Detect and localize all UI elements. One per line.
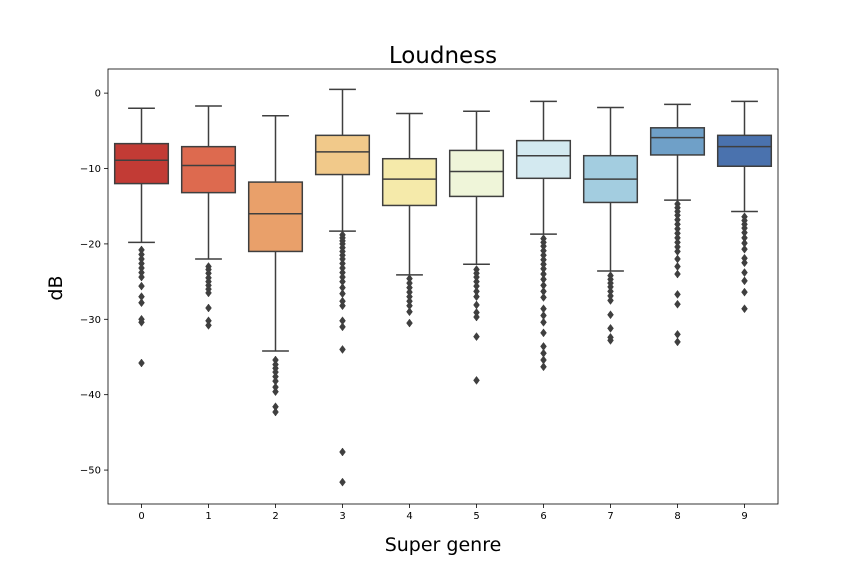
outlier-point [741,258,748,268]
outlier-point [406,318,413,328]
box-genre-8 [649,103,706,347]
iqr-box [716,134,773,168]
axes-frame [107,68,779,505]
outlier-point [741,276,748,286]
box-genre-2 [247,114,304,417]
x-tick-label: 4 [406,511,412,522]
iqr-box [649,127,706,156]
x-tick-label: 2 [272,511,278,522]
plot-area [107,68,779,505]
outlier-point [607,296,614,305]
iqr-box [180,145,237,194]
outlier-point [674,262,681,271]
x-tick-label: 5 [473,511,479,522]
outlier-point [473,300,480,310]
iqr-box [247,181,304,253]
outlier-point [205,303,212,313]
y-axis-label: dB [45,275,67,300]
outlier-point [741,304,748,314]
iqr-box [381,157,438,207]
outlier-point [339,447,346,457]
box-series [113,88,773,487]
outlier-point [741,244,748,254]
outlier-point [540,362,547,372]
outlier-point [741,268,748,277]
y-tick-label: 0 [95,89,101,100]
outlier-point [674,299,681,309]
y-tick-label: −10 [80,164,101,175]
outlier-point [138,298,145,308]
box-genre-4 [381,112,438,328]
iqr-box [113,142,170,185]
outlier-point [339,345,346,354]
box-genre-5 [448,110,505,385]
outlier-point [473,312,480,322]
outlier-point [138,281,145,291]
outlier-point [607,323,614,333]
x-tick-label: 9 [741,511,747,522]
outlier-point [473,292,480,302]
outlier-point [674,269,681,279]
box-genre-7 [582,106,639,345]
outlier-point [138,272,145,282]
x-tick-label: 1 [205,511,211,522]
y-tick-label: −50 [80,466,101,477]
outlier-point [674,247,681,256]
outlier-point [272,407,279,417]
x-axis-label: Super genre [385,534,502,556]
outlier-point [540,317,547,327]
outlier-point [473,332,480,342]
x-tick-label: 8 [674,511,680,522]
chart-title: Loudness [389,43,497,69]
y-axis-ticks: 0 −10 −20 −30 −40 −50 [80,89,108,477]
outlier-point [473,375,480,385]
x-tick-label: 3 [339,511,345,522]
box-genre-1 [180,105,237,330]
outlier-point [339,289,346,299]
outlier-point [674,329,681,339]
box-genre-9 [716,100,773,314]
outlier-point [674,289,681,299]
box-genre-3 [314,88,371,487]
iqr-box [448,149,505,198]
outlier-point [607,335,614,345]
x-tick-label: 0 [138,511,144,522]
outlier-point [272,387,279,397]
box-genre-0 [113,107,170,368]
outlier-point [540,293,547,302]
x-axis-ticks: 0 1 2 3 4 5 6 7 8 9 [138,504,748,522]
outlier-point [339,477,346,487]
outlier-point [406,307,413,317]
outlier-point [674,337,681,347]
outlier-point [674,254,681,264]
x-tick-label: 6 [540,511,546,522]
outlier-point [339,322,346,332]
outlier-point [205,320,212,330]
outlier-point [138,358,145,368]
iqr-box [515,139,572,180]
y-tick-label: −30 [80,315,101,326]
y-tick-label: −20 [80,239,101,250]
outlier-point [205,288,212,298]
box-genre-6 [515,100,572,372]
y-tick-label: −40 [80,390,101,401]
outlier-point [741,287,748,297]
x-tick-label: 7 [607,511,613,522]
iqr-box [314,134,371,176]
outlier-point [138,317,145,327]
outlier-point [607,310,614,320]
outlier-point [540,328,547,338]
outlier-point [339,301,346,311]
